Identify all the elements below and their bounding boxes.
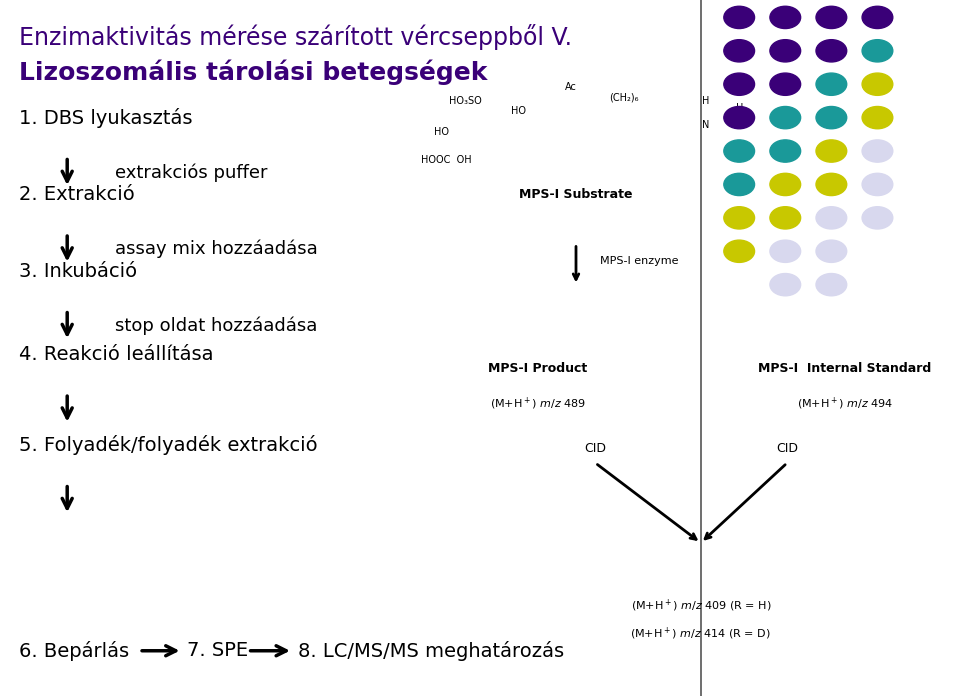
Text: HOOC  OH: HOOC OH — [421, 155, 471, 165]
Circle shape — [816, 40, 847, 62]
Circle shape — [816, 240, 847, 262]
Text: 8. LC/MS/MS meghatározás: 8. LC/MS/MS meghatározás — [298, 641, 564, 661]
Circle shape — [724, 207, 755, 229]
Circle shape — [862, 140, 893, 162]
Circle shape — [862, 73, 893, 95]
Text: Ac: Ac — [565, 82, 577, 92]
Circle shape — [862, 40, 893, 62]
Text: 6. Bepárlás: 6. Bepárlás — [19, 641, 130, 661]
Circle shape — [770, 106, 801, 129]
Text: Enzimaktivitás mérése szárított vércseppből V.: Enzimaktivitás mérése szárított vércsepp… — [19, 24, 572, 50]
Circle shape — [862, 207, 893, 229]
Circle shape — [770, 274, 801, 296]
Text: 7. SPE: 7. SPE — [187, 641, 249, 661]
Text: 5. Folyadék/folyadék extrakció: 5. Folyadék/folyadék extrakció — [19, 436, 318, 455]
Circle shape — [816, 140, 847, 162]
Circle shape — [816, 207, 847, 229]
Circle shape — [724, 73, 755, 95]
Text: H: H — [735, 103, 743, 113]
Text: MPS-I  Internal Standard: MPS-I Internal Standard — [758, 363, 931, 375]
Text: (CH₂)₆: (CH₂)₆ — [610, 93, 638, 102]
Text: 1. DBS lyukasztás: 1. DBS lyukasztás — [19, 109, 193, 128]
Text: CID: CID — [777, 443, 798, 455]
Text: HO₃SO: HO₃SO — [449, 96, 482, 106]
Circle shape — [724, 173, 755, 196]
Circle shape — [770, 73, 801, 95]
Text: (M+H$^+$) $m/z$ 409 (R = H): (M+H$^+$) $m/z$ 409 (R = H) — [631, 597, 771, 614]
Circle shape — [770, 207, 801, 229]
Text: HO: HO — [434, 127, 449, 137]
Text: (M+H$^+$) $m/z$ 494: (M+H$^+$) $m/z$ 494 — [797, 395, 893, 412]
Text: MPS-I Substrate: MPS-I Substrate — [519, 189, 633, 201]
Circle shape — [816, 73, 847, 95]
Circle shape — [770, 140, 801, 162]
Text: stop oldat hozzáadása: stop oldat hozzáadása — [115, 316, 318, 335]
Text: N: N — [702, 120, 709, 130]
Circle shape — [816, 106, 847, 129]
Circle shape — [816, 274, 847, 296]
Text: MPS-I enzyme: MPS-I enzyme — [600, 256, 679, 266]
Text: MPS-I Product: MPS-I Product — [488, 363, 588, 375]
Circle shape — [724, 140, 755, 162]
Text: assay mix hozzáadása: assay mix hozzáadása — [115, 239, 318, 258]
Text: CID: CID — [585, 443, 606, 455]
Text: 4. Reakció leállítása: 4. Reakció leállítása — [19, 345, 214, 365]
Circle shape — [724, 106, 755, 129]
Text: H: H — [702, 96, 709, 106]
Circle shape — [724, 40, 755, 62]
Circle shape — [770, 173, 801, 196]
Circle shape — [724, 240, 755, 262]
Text: extrakciós puffer: extrakciós puffer — [115, 163, 268, 182]
Text: (M+H$^+$) $m/z$ 489: (M+H$^+$) $m/z$ 489 — [490, 395, 586, 412]
Circle shape — [862, 173, 893, 196]
Circle shape — [862, 106, 893, 129]
Circle shape — [816, 173, 847, 196]
Circle shape — [770, 40, 801, 62]
Text: HO: HO — [511, 106, 526, 116]
Text: 3. Inkubáció: 3. Inkubáció — [19, 262, 137, 281]
Circle shape — [816, 6, 847, 29]
Text: 2. Extrakció: 2. Extrakció — [19, 185, 135, 205]
Circle shape — [724, 6, 755, 29]
Circle shape — [770, 240, 801, 262]
Circle shape — [862, 6, 893, 29]
Text: (M+H$^+$) $m/z$ 414 (R = D): (M+H$^+$) $m/z$ 414 (R = D) — [631, 625, 771, 642]
Circle shape — [770, 6, 801, 29]
Text: Lizoszomális tárolási betegségek: Lizoszomális tárolási betegségek — [19, 59, 488, 85]
